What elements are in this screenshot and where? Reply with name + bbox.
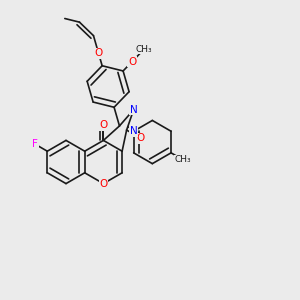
Text: O: O bbox=[94, 48, 103, 58]
Text: O: O bbox=[99, 178, 107, 189]
Text: N: N bbox=[130, 105, 137, 115]
Text: O: O bbox=[128, 57, 136, 67]
Text: CH₃: CH₃ bbox=[175, 155, 191, 164]
Text: O: O bbox=[136, 133, 145, 143]
Text: O: O bbox=[99, 120, 107, 130]
Text: CH₃: CH₃ bbox=[136, 45, 152, 54]
Text: F: F bbox=[32, 139, 38, 149]
Text: N: N bbox=[130, 126, 137, 136]
